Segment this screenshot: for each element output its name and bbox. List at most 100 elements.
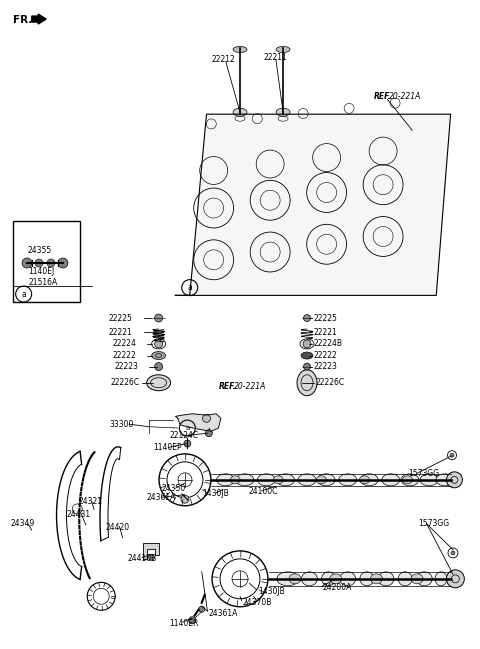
Ellipse shape	[403, 476, 412, 484]
Ellipse shape	[411, 574, 423, 584]
Ellipse shape	[416, 572, 432, 586]
Ellipse shape	[273, 476, 283, 484]
Text: 24431: 24431	[67, 509, 91, 519]
Text: 22226C: 22226C	[316, 378, 345, 387]
Circle shape	[451, 551, 455, 555]
Ellipse shape	[435, 572, 447, 586]
Text: 24100C: 24100C	[249, 487, 278, 496]
Ellipse shape	[301, 572, 317, 586]
Text: FR.: FR.	[12, 16, 32, 25]
Ellipse shape	[322, 572, 336, 586]
Ellipse shape	[233, 108, 247, 116]
Text: REF.: REF.	[374, 92, 392, 101]
Text: 1140ER: 1140ER	[169, 619, 199, 628]
Ellipse shape	[401, 474, 419, 486]
Ellipse shape	[378, 572, 394, 586]
Ellipse shape	[339, 474, 357, 486]
Text: a: a	[21, 289, 26, 299]
Circle shape	[450, 453, 454, 457]
Ellipse shape	[298, 474, 316, 486]
Text: 22224B: 22224B	[313, 339, 342, 349]
Circle shape	[205, 430, 212, 437]
Ellipse shape	[147, 374, 170, 391]
Circle shape	[184, 440, 191, 447]
Circle shape	[446, 472, 462, 488]
Ellipse shape	[297, 370, 317, 396]
Ellipse shape	[360, 476, 370, 484]
Text: 1573GG: 1573GG	[408, 469, 440, 478]
Bar	[12, 221, 80, 302]
Text: 1573GG: 1573GG	[418, 519, 449, 528]
Ellipse shape	[330, 574, 342, 584]
Ellipse shape	[277, 572, 299, 586]
Text: a: a	[185, 425, 190, 431]
Text: 22221: 22221	[313, 328, 337, 337]
Text: 24420: 24420	[106, 523, 130, 532]
Text: 1430JB: 1430JB	[258, 587, 285, 596]
Polygon shape	[144, 543, 159, 559]
Text: REF.: REF.	[219, 382, 237, 391]
Text: 22225: 22225	[108, 313, 132, 323]
Circle shape	[303, 315, 311, 321]
Circle shape	[22, 258, 32, 268]
Text: 22226C: 22226C	[111, 378, 140, 387]
Circle shape	[181, 495, 189, 503]
Text: 24350: 24350	[161, 484, 185, 493]
Text: 24410B: 24410B	[128, 554, 157, 563]
Text: 22211: 22211	[264, 53, 288, 62]
Text: 33300: 33300	[110, 420, 134, 428]
Text: 21516A: 21516A	[28, 278, 58, 287]
Text: 22223: 22223	[115, 362, 138, 371]
Ellipse shape	[316, 476, 326, 484]
Circle shape	[446, 570, 464, 588]
FancyArrow shape	[32, 14, 46, 24]
Text: 22212: 22212	[211, 55, 235, 64]
Ellipse shape	[317, 474, 335, 486]
Ellipse shape	[289, 574, 301, 584]
Ellipse shape	[382, 474, 400, 486]
Ellipse shape	[276, 47, 290, 53]
Circle shape	[58, 258, 68, 268]
Circle shape	[155, 314, 163, 322]
Text: 22223: 22223	[313, 362, 337, 371]
Text: 24349: 24349	[10, 519, 35, 528]
Circle shape	[199, 606, 204, 612]
Polygon shape	[175, 114, 451, 295]
Polygon shape	[175, 414, 221, 432]
Text: 1430JB: 1430JB	[203, 489, 229, 498]
Ellipse shape	[340, 572, 356, 586]
Text: 24361A: 24361A	[147, 493, 176, 502]
Ellipse shape	[276, 474, 294, 486]
Ellipse shape	[257, 474, 276, 486]
Ellipse shape	[371, 574, 383, 584]
Ellipse shape	[216, 474, 235, 486]
Ellipse shape	[398, 572, 412, 586]
Circle shape	[148, 554, 155, 561]
Ellipse shape	[233, 47, 247, 53]
Text: 24200A: 24200A	[323, 583, 352, 593]
Text: 1140EP: 1140EP	[153, 443, 181, 452]
Text: 24361A: 24361A	[208, 609, 238, 618]
Text: 22224: 22224	[112, 339, 136, 349]
Text: 1140EJ: 1140EJ	[28, 267, 55, 276]
Ellipse shape	[436, 474, 454, 486]
Text: 22222: 22222	[112, 351, 136, 360]
Text: 24321: 24321	[78, 496, 102, 506]
Circle shape	[303, 340, 311, 348]
Text: 24370B: 24370B	[243, 598, 272, 607]
Ellipse shape	[360, 474, 378, 486]
Circle shape	[35, 259, 43, 267]
Text: 20-221A: 20-221A	[389, 92, 421, 101]
Circle shape	[155, 363, 163, 371]
Ellipse shape	[301, 352, 313, 359]
Circle shape	[303, 363, 311, 370]
Ellipse shape	[360, 572, 374, 586]
Ellipse shape	[236, 474, 254, 486]
Ellipse shape	[420, 474, 438, 486]
Text: 20-221A: 20-221A	[234, 382, 266, 391]
Text: 24355: 24355	[28, 245, 52, 254]
Ellipse shape	[152, 352, 166, 360]
Text: 22222: 22222	[313, 351, 337, 360]
Text: 22221: 22221	[108, 328, 132, 337]
Text: a: a	[187, 283, 192, 292]
